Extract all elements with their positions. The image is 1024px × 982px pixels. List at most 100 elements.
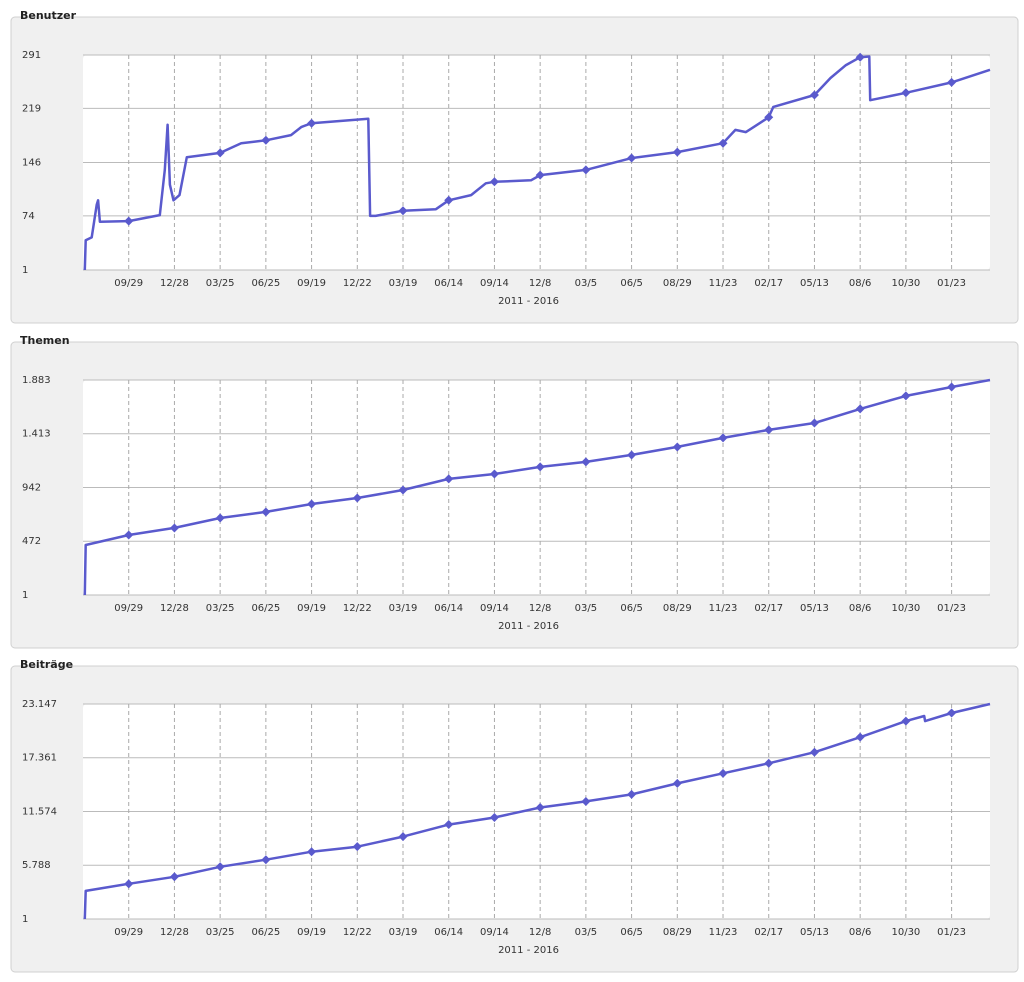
- x-tick-label: 03/25: [206, 927, 235, 938]
- x-tick-label: 03/5: [575, 278, 597, 289]
- x-tick-label: 12/8: [529, 278, 551, 289]
- data-point: [855, 404, 865, 414]
- y-tick-label: 219: [22, 103, 41, 114]
- data-point: [764, 425, 774, 435]
- x-tick-label: 12/22: [343, 278, 372, 289]
- data-point: [489, 813, 499, 823]
- data-point: [535, 462, 545, 472]
- data-point: [947, 708, 957, 718]
- y-tick-label: 1: [22, 914, 28, 925]
- data-point: [444, 195, 454, 205]
- x-tick-label: 01/23: [937, 927, 966, 938]
- data-point: [581, 457, 591, 467]
- data-point: [215, 148, 225, 158]
- data-point: [261, 507, 271, 517]
- x-tick-label: 06/14: [434, 603, 463, 614]
- data-line: [83, 378, 991, 596]
- x-tick-label: 08/29: [663, 603, 692, 614]
- x-tick-label: 05/13: [800, 603, 829, 614]
- y-tick-label: 74: [22, 211, 35, 222]
- x-tick-label: 03/19: [389, 927, 418, 938]
- data-point: [489, 469, 499, 479]
- x-tick-label: 12/22: [343, 927, 372, 938]
- data-point: [124, 216, 134, 226]
- data-point: [901, 391, 911, 401]
- data-point: [261, 855, 271, 865]
- y-tick-label: 942: [22, 483, 41, 494]
- x-tick-label: 11/23: [709, 278, 738, 289]
- y-tick-label: 1: [22, 590, 28, 601]
- x-tick-label: 12/28: [160, 927, 189, 938]
- data-point: [169, 872, 179, 882]
- y-tick-label: 1: [22, 265, 28, 276]
- data-point: [764, 758, 774, 768]
- x-tick-label: 11/23: [709, 927, 738, 938]
- data-point: [489, 177, 499, 187]
- data-point: [672, 778, 682, 788]
- y-tick-label: 472: [22, 536, 41, 547]
- x-tick-label: 05/13: [800, 927, 829, 938]
- x-tick-label: 03/19: [389, 603, 418, 614]
- data-point: [398, 832, 408, 842]
- data-point: [581, 165, 591, 175]
- x-tick-label: 12/28: [160, 278, 189, 289]
- x-tick-label: 09/29: [114, 927, 143, 938]
- data-point: [947, 382, 957, 392]
- x-axis-label: 2011 - 2016: [498, 296, 559, 307]
- x-tick-label: 06/5: [620, 927, 642, 938]
- x-tick-label: 11/23: [709, 603, 738, 614]
- y-tick-label: 23.147: [22, 699, 57, 710]
- data-point: [672, 147, 682, 157]
- data-point: [124, 530, 134, 540]
- x-tick-label: 01/23: [937, 278, 966, 289]
- x-tick-label: 12/8: [529, 603, 551, 614]
- data-point: [581, 796, 591, 806]
- data-point: [307, 847, 317, 857]
- y-tick-label: 5.788: [22, 860, 51, 871]
- data-point: [855, 732, 865, 742]
- x-tick-label: 05/13: [800, 278, 829, 289]
- data-point: [352, 842, 362, 852]
- x-tick-label: 08/6: [849, 603, 871, 614]
- data-point: [718, 768, 728, 778]
- data-point: [901, 88, 911, 98]
- panel-title: Themen: [20, 334, 70, 347]
- x-tick-label: 02/17: [754, 278, 783, 289]
- data-point: [672, 442, 682, 452]
- x-tick-label: 08/29: [663, 927, 692, 938]
- x-tick-label: 10/30: [891, 603, 920, 614]
- x-tick-label: 02/17: [754, 603, 783, 614]
- x-tick-label: 09/14: [480, 603, 509, 614]
- data-point: [261, 135, 271, 145]
- x-tick-label: 12/28: [160, 603, 189, 614]
- x-tick-label: 09/29: [114, 278, 143, 289]
- y-tick-label: 146: [22, 158, 41, 169]
- data-point: [809, 90, 819, 100]
- x-tick-label: 03/25: [206, 278, 235, 289]
- panel-title: Benutzer: [20, 9, 77, 22]
- data-point: [901, 716, 911, 726]
- x-tick-label: 12/8: [529, 927, 551, 938]
- x-tick-label: 06/5: [620, 603, 642, 614]
- x-tick-label: 09/29: [114, 603, 143, 614]
- x-tick-label: 08/6: [849, 278, 871, 289]
- data-point: [352, 493, 362, 503]
- data-point: [444, 820, 454, 830]
- x-axis-label: 2011 - 2016: [498, 621, 559, 632]
- data-point: [307, 499, 317, 509]
- x-tick-label: 02/17: [754, 927, 783, 938]
- x-tick-label: 03/19: [389, 278, 418, 289]
- x-tick-label: 12/22: [343, 603, 372, 614]
- data-point: [215, 862, 225, 872]
- y-tick-label: 11.574: [22, 807, 57, 818]
- data-point: [307, 118, 317, 128]
- data-point: [535, 170, 545, 180]
- data-point: [947, 77, 957, 87]
- data-point: [124, 879, 134, 889]
- x-tick-label: 06/5: [620, 278, 642, 289]
- x-tick-label: 09/19: [297, 927, 326, 938]
- y-tick-label: 1.883: [22, 375, 51, 386]
- x-tick-label: 06/14: [434, 278, 463, 289]
- y-tick-label: 17.361: [22, 753, 57, 764]
